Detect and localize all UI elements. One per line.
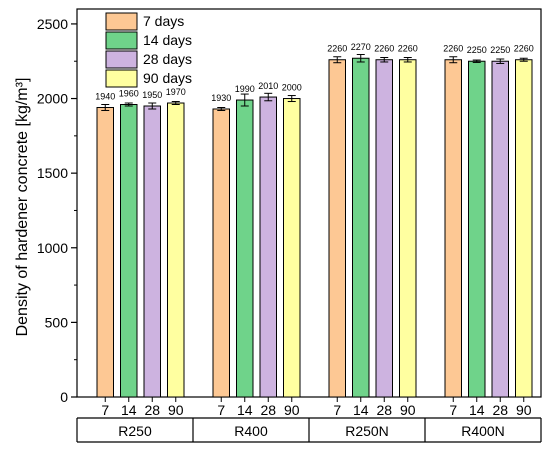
x-sub-label: 7 [449,402,457,418]
x-sub-label: 28 [260,402,276,418]
x-sub-label: 14 [237,402,253,418]
bar [491,60,509,398]
y-axis-label: Density of hardener concrete [kg/m³] [14,78,31,337]
bar [352,57,370,398]
bar [328,59,346,398]
data-label: 2260 [327,44,347,54]
x-sub-label: 14 [121,402,137,418]
legend-swatch [105,69,138,88]
x-sub-label: 7 [101,402,109,418]
bar [120,104,138,398]
data-label: 2250 [467,45,487,55]
legend-label: 7 days [143,13,184,29]
legend-label: 90 days [143,70,192,86]
data-label: 1940 [95,91,115,101]
bar [399,59,417,398]
y-tick-label: 1500 [37,165,68,181]
legend-label: 28 days [143,51,192,67]
y-tick-label: 2000 [37,91,68,107]
legend-swatch [105,31,138,50]
data-label: 2010 [258,81,278,91]
data-label: 2250 [490,45,510,55]
bar [212,108,230,398]
x-sub-label: 7 [217,402,225,418]
y-tick-label: 500 [45,314,69,330]
data-label: 2260 [514,44,534,54]
x-sub-label: 90 [516,402,532,418]
bar [259,96,277,398]
plot-area: 0 500 1000 1500 2000 2500 1940 7 1960 14 1950 28 197… [37,8,542,443]
x-group-label: R400N [461,423,505,439]
x-sub-label: 7 [333,402,341,418]
data-label: 1950 [142,90,162,100]
data-label: 2270 [351,42,371,52]
legend-swatch [105,12,138,31]
x-group-label: R250N [345,423,389,439]
bar [375,59,393,398]
data-label: 1930 [211,93,231,103]
bar [96,106,114,398]
x-sub-label: 28 [144,402,160,418]
data-label: 1990 [235,84,255,94]
bar [167,102,185,398]
bar [444,59,462,398]
x-sub-label: 28 [376,402,392,418]
bar [515,59,533,398]
x-sub-label: 28 [492,402,508,418]
legend-swatch [105,50,138,69]
x-sub-label: 90 [168,402,184,418]
x-sub-label: 14 [353,402,369,418]
y-tick-label: 2500 [37,16,68,32]
plot-frame [76,8,542,398]
bar [143,105,161,398]
x-sub-label: 14 [469,402,485,418]
data-label: 2260 [443,44,463,54]
data-label: 2260 [398,44,418,54]
bar [468,60,486,398]
data-label: 1960 [119,89,139,99]
legend-label: 14 days [143,32,192,48]
x-sub-label: 90 [400,402,416,418]
x-sub-label: 90 [284,402,300,418]
data-label: 2260 [374,44,394,54]
x-group-label: R400 [234,423,268,439]
data-label: 2000 [282,83,302,93]
y-tick-label: 0 [60,389,68,405]
bar [236,99,254,398]
bar [283,98,301,398]
y-tick-label: 1000 [37,240,68,256]
x-group-label: R250 [118,423,152,439]
data-label: 1970 [166,87,186,97]
